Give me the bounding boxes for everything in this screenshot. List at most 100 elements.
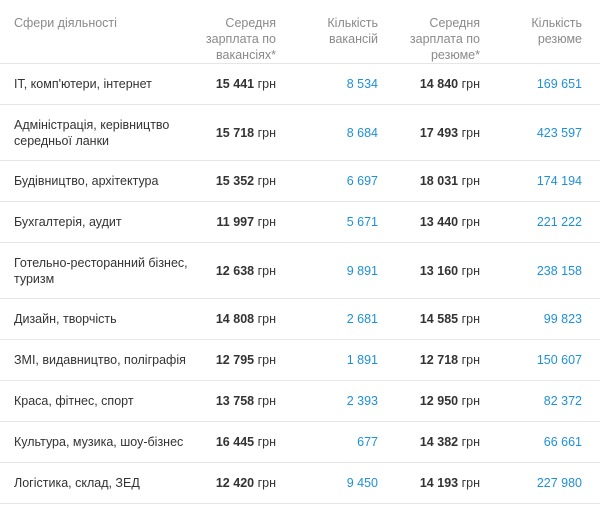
salary-value: 17 493 xyxy=(419,125,459,140)
vacancies-count-link[interactable]: 2 681 xyxy=(346,312,378,326)
vacancies-count-cell: 9 450 xyxy=(292,462,394,504)
resumes-count-link[interactable]: 150 607 xyxy=(536,353,582,367)
currency-unit: грн xyxy=(257,435,276,449)
resumes-count-cell: 227 980 xyxy=(496,462,600,504)
sector-name: Бухгалтерія, аудит xyxy=(0,201,196,243)
salary-value: 15 352 xyxy=(215,174,255,188)
salary-by-resumes: 13 440 грн xyxy=(394,201,496,243)
currency-unit: грн xyxy=(257,353,276,367)
resumes-count-cell: 423 597 xyxy=(496,104,600,161)
vacancies-count-link[interactable]: 6 697 xyxy=(346,174,378,188)
vacancies-count-link[interactable]: 5 671 xyxy=(346,215,378,229)
currency-unit: грн xyxy=(257,312,276,326)
salary-by-resumes: 12 950 грн xyxy=(394,380,496,422)
salary-by-vacancies: 16 445 грн xyxy=(196,421,292,463)
sector-name: ЗМІ, видавництво, поліграфія xyxy=(0,339,196,381)
vacancies-count-cell: 2 393 xyxy=(292,380,394,422)
table-row: Культура, музика, шоу-бізнес 16 445 грн … xyxy=(0,421,600,463)
header-row: Сфери діяльності Середня зарплата по вак… xyxy=(0,0,600,64)
resumes-count-cell: 82 372 xyxy=(496,380,600,422)
vacancies-count-link[interactable]: 677 xyxy=(357,435,378,449)
vacancies-count-link[interactable]: 1 891 xyxy=(346,353,378,367)
vacancies-count-link[interactable]: 8 684 xyxy=(346,125,378,140)
resumes-count-cell: 174 194 xyxy=(496,160,600,202)
currency-unit: грн xyxy=(257,476,276,490)
resumes-count-link[interactable]: 82 372 xyxy=(543,394,582,408)
vacancies-count-link[interactable]: 9 891 xyxy=(346,263,378,278)
currency-unit: грн xyxy=(461,394,480,408)
column-header-count-resumes: Кількість резюме xyxy=(496,0,600,64)
salary-by-resumes: 14 585 грн xyxy=(394,298,496,340)
vacancies-count-cell: 8 684 xyxy=(292,104,394,161)
salary-value: 15 718 xyxy=(215,125,255,140)
resumes-count-link[interactable]: 174 194 xyxy=(536,174,582,188)
salary-by-vacancies: 11 997 грн xyxy=(196,201,292,243)
salary-by-vacancies: 12 638 грн xyxy=(196,242,292,299)
vacancies-count-cell: 1 891 xyxy=(292,339,394,381)
salary-value: 12 420 xyxy=(215,476,255,490)
resumes-count-link[interactable]: 227 980 xyxy=(536,476,582,490)
currency-unit: грн xyxy=(257,263,276,278)
column-header-salary-vacancies: Середня зарплата по вакансіях* xyxy=(196,0,292,64)
sector-name: ІТ, комп'ютери, інтернет xyxy=(0,63,196,105)
currency-unit: грн xyxy=(461,353,480,367)
vacancies-count-link[interactable]: 2 393 xyxy=(346,394,378,408)
resumes-count-cell: 150 607 xyxy=(496,339,600,381)
salary-value: 18 031 xyxy=(419,174,459,188)
sector-name: Краса, фітнес, спорт xyxy=(0,380,196,422)
salary-by-vacancies: 15 441 грн xyxy=(196,63,292,105)
column-header-salary-resumes: Середня зарплата по резюме* xyxy=(394,0,496,64)
currency-unit: грн xyxy=(461,435,480,449)
vacancies-count-link[interactable]: 9 450 xyxy=(346,476,378,490)
resumes-count-link[interactable]: 66 661 xyxy=(543,435,582,449)
salary-by-resumes: 18 031 грн xyxy=(394,160,496,202)
salary-by-vacancies: 12 420 грн xyxy=(196,462,292,504)
resumes-count-link[interactable]: 99 823 xyxy=(543,312,582,326)
salary-value: 12 950 xyxy=(419,394,459,408)
currency-unit: грн xyxy=(257,394,276,408)
salary-by-vacancies: 13 758 грн xyxy=(196,380,292,422)
currency-unit: грн xyxy=(257,174,276,188)
salary-by-vacancies: 15 352 грн xyxy=(196,160,292,202)
table-row: Будівництво, архітектура 15 352 грн 6 69… xyxy=(0,160,600,202)
salary-by-resumes: 14 382 грн xyxy=(394,421,496,463)
table-body: ІТ, комп'ютери, інтернет 15 441 грн 8 53… xyxy=(0,63,600,504)
vacancies-count-cell: 2 681 xyxy=(292,298,394,340)
vacancies-count-cell: 8 534 xyxy=(292,63,394,105)
table-row: Бухгалтерія, аудит 11 997 грн 5 671 13 4… xyxy=(0,201,600,243)
table-row: ІТ, комп'ютери, інтернет 15 441 грн 8 53… xyxy=(0,63,600,105)
resumes-count-link[interactable]: 169 651 xyxy=(536,77,582,91)
salary-by-resumes: 13 160 грн xyxy=(394,242,496,299)
salary-value: 12 718 xyxy=(419,353,459,367)
salary-value: 14 808 xyxy=(215,312,255,326)
salary-by-vacancies: 12 795 грн xyxy=(196,339,292,381)
table-row: Готельно-ресторанний бізнес, туризм 12 6… xyxy=(0,242,600,299)
currency-unit: грн xyxy=(461,263,480,278)
table-row: Логістика, склад, ЗЕД 12 420 грн 9 450 1… xyxy=(0,462,600,504)
currency-unit: грн xyxy=(461,215,480,229)
salary-value: 16 445 xyxy=(215,435,255,449)
resumes-count-cell: 66 661 xyxy=(496,421,600,463)
resumes-count-cell: 238 158 xyxy=(496,242,600,299)
vacancies-count-cell: 5 671 xyxy=(292,201,394,243)
vacancies-count-link[interactable]: 8 534 xyxy=(346,77,378,91)
resumes-count-link[interactable]: 221 222 xyxy=(536,215,582,229)
salary-by-resumes: 14 193 грн xyxy=(394,462,496,504)
salary-by-resumes: 12 718 грн xyxy=(394,339,496,381)
salary-value: 14 585 xyxy=(419,312,459,326)
sector-name: Дизайн, творчість xyxy=(0,298,196,340)
salary-value: 14 193 xyxy=(419,476,459,490)
resumes-count-cell: 99 823 xyxy=(496,298,600,340)
currency-unit: грн xyxy=(461,312,480,326)
currency-unit: грн xyxy=(461,77,480,91)
column-header-count-vacancies: Кількість вакансій xyxy=(292,0,394,64)
sector-name: Готельно-ресторанний бізнес, туризм xyxy=(0,242,196,299)
resumes-count-link[interactable]: 423 597 xyxy=(536,125,582,140)
salary-value: 13 758 xyxy=(215,394,255,408)
salary-value: 15 441 xyxy=(215,77,255,91)
resumes-count-link[interactable]: 238 158 xyxy=(536,263,582,278)
table-row: ЗМІ, видавництво, поліграфія 12 795 грн … xyxy=(0,339,600,381)
sector-name: Адміністрація, керівництво середньої лан… xyxy=(0,104,196,161)
salary-by-resumes: 14 840 грн xyxy=(394,63,496,105)
